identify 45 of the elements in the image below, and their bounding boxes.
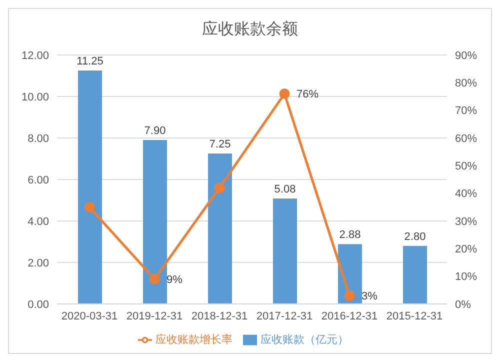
point <box>344 290 355 301</box>
x-tick-label: 2020-03-31 <box>61 310 118 323</box>
data-label: 3% <box>362 290 378 303</box>
chart-title: 应收账款余额 <box>201 20 299 40</box>
y2-tick-label: 40% <box>455 188 478 200</box>
data-label: 9% <box>166 274 183 286</box>
point <box>149 274 160 284</box>
x-tick-label: 2016-12-31 <box>321 310 378 323</box>
legend-label: 应收账款增长率 <box>156 334 232 346</box>
x-tick-label: 2017-12-31 <box>256 310 313 323</box>
y-tick-label: 10.00 <box>21 91 49 104</box>
data-label: 7.25 <box>209 138 231 151</box>
y2-tick-label: 60% <box>455 132 478 145</box>
data-label: 2.88 <box>339 229 361 242</box>
bar <box>78 70 102 304</box>
y-tick-label: 8.00 <box>28 132 49 145</box>
legend-label: 应收账款（亿元） <box>260 334 348 346</box>
y-tick-label: 6.00 <box>28 174 49 186</box>
x-tick-label: 2018-12-31 <box>191 310 248 323</box>
y-tick-label: 4.00 <box>28 216 49 228</box>
point <box>84 202 95 212</box>
bar <box>273 198 297 304</box>
data-label: 2.80 <box>404 230 426 243</box>
y2-tick-label: 80% <box>455 78 478 90</box>
x-tick-label: 2019-12-31 <box>126 310 183 323</box>
bar <box>208 154 232 304</box>
y-tick-label: 2.00 <box>28 257 49 270</box>
data-label: 11.25 <box>76 56 104 68</box>
y2-tick-label: 10% <box>455 271 478 284</box>
y2-tick-label: 0% <box>455 298 472 311</box>
y-tick-label: 12.00 <box>21 50 49 62</box>
y2-tick-label: 20% <box>455 244 478 256</box>
bar <box>403 246 427 304</box>
data-label: 76% <box>296 88 319 101</box>
x-tick-label: 2015-12-31 <box>386 310 443 323</box>
data-label: 7.90 <box>144 125 166 138</box>
y2-tick-label: 70% <box>455 105 478 118</box>
y2-tick-label: 50% <box>455 160 478 173</box>
bar <box>143 140 167 304</box>
data-label: 5.08 <box>274 184 296 196</box>
y-tick-label: 0.00 <box>28 298 49 311</box>
y2-tick-label: 30% <box>455 216 478 228</box>
point <box>279 88 290 99</box>
point <box>214 182 225 193</box>
y2-tick-label: 90% <box>455 50 478 62</box>
